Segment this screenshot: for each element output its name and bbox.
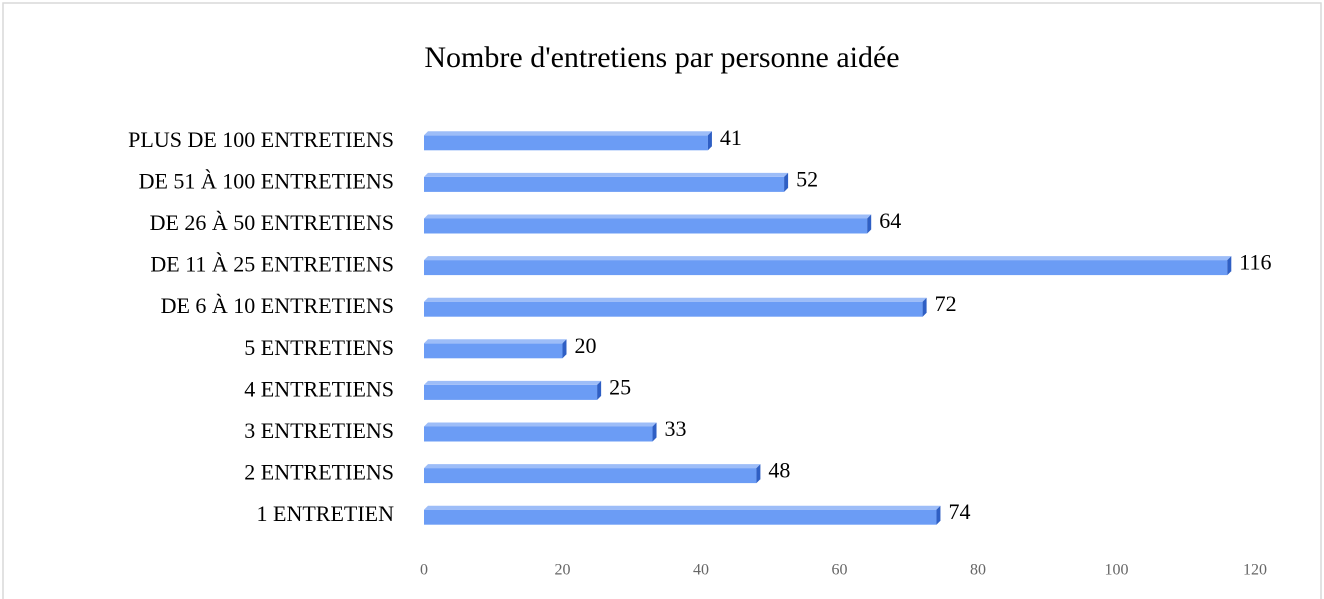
- data-label: 52: [796, 166, 818, 191]
- bar-end-face: [707, 131, 712, 151]
- bar-end-face: [784, 172, 789, 192]
- data-label: 48: [768, 458, 790, 483]
- bar-end-face: [1227, 256, 1232, 276]
- bar: [424, 135, 708, 151]
- bar-end-face: [936, 505, 941, 525]
- bar: [424, 301, 923, 317]
- data-label: 64: [879, 208, 901, 233]
- bar-end-face: [756, 464, 761, 484]
- bar: [424, 260, 1228, 276]
- data-label: 33: [665, 416, 687, 441]
- x-tick-label: 60: [832, 562, 848, 579]
- bar-top-face: [424, 422, 657, 427]
- bar-top-face: [424, 339, 567, 344]
- x-tick-label: 0: [420, 562, 428, 579]
- bar: [424, 426, 653, 442]
- data-label: 41: [720, 125, 742, 150]
- y-tick-label: 4 ENTRETIENS: [244, 376, 394, 401]
- y-tick-label: PLUS DE 100 ENTRETIENS: [128, 127, 394, 152]
- y-tick-label: 3 ENTRETIENS: [244, 418, 394, 443]
- bar-end-face: [922, 297, 927, 317]
- bar-top-face: [424, 214, 872, 219]
- bar-top-face: [424, 464, 761, 469]
- bar-top-face: [424, 256, 1232, 261]
- bar-end-face: [597, 380, 602, 400]
- bar-top-face: [424, 297, 927, 302]
- bar-end-face: [867, 214, 872, 234]
- data-label: 74: [948, 499, 970, 524]
- x-tick-label: 100: [1105, 562, 1129, 579]
- y-tick-label: 1 ENTRETIEN: [257, 501, 395, 526]
- y-tick-label: DE 11 À 25 ENTRETIENS: [150, 252, 394, 277]
- x-tick-label: 40: [693, 562, 709, 579]
- y-tick-label: DE 6 À 10 ENTRETIENS: [161, 293, 394, 318]
- x-tick-label: 120: [1243, 562, 1267, 579]
- bar-end-face: [652, 422, 657, 442]
- y-tick-label: 5 ENTRETIENS: [244, 335, 394, 360]
- bar: [424, 176, 785, 192]
- data-label: 72: [935, 291, 957, 316]
- bar: [424, 343, 563, 359]
- bar: [424, 509, 937, 525]
- bar-end-face: [562, 339, 567, 359]
- data-label: 25: [609, 374, 631, 399]
- bar-top-face: [424, 505, 941, 510]
- y-tick-label: 2 ENTRETIENS: [244, 460, 394, 485]
- chart-title: Nombre d'entretiens par personne aidée: [424, 41, 899, 74]
- bar: [424, 384, 598, 400]
- y-tick-label: DE 51 À 100 ENTRETIENS: [139, 168, 394, 193]
- bar-top-face: [424, 131, 712, 136]
- x-tick-label: 20: [555, 562, 571, 579]
- data-label: 20: [575, 333, 597, 358]
- bar-top-face: [424, 380, 602, 385]
- bar: [424, 468, 757, 484]
- y-tick-label: DE 26 À 50 ENTRETIENS: [150, 210, 394, 235]
- data-label: 116: [1239, 250, 1271, 275]
- x-tick-label: 80: [970, 562, 986, 579]
- bar: [424, 218, 868, 234]
- bar-top-face: [424, 172, 789, 177]
